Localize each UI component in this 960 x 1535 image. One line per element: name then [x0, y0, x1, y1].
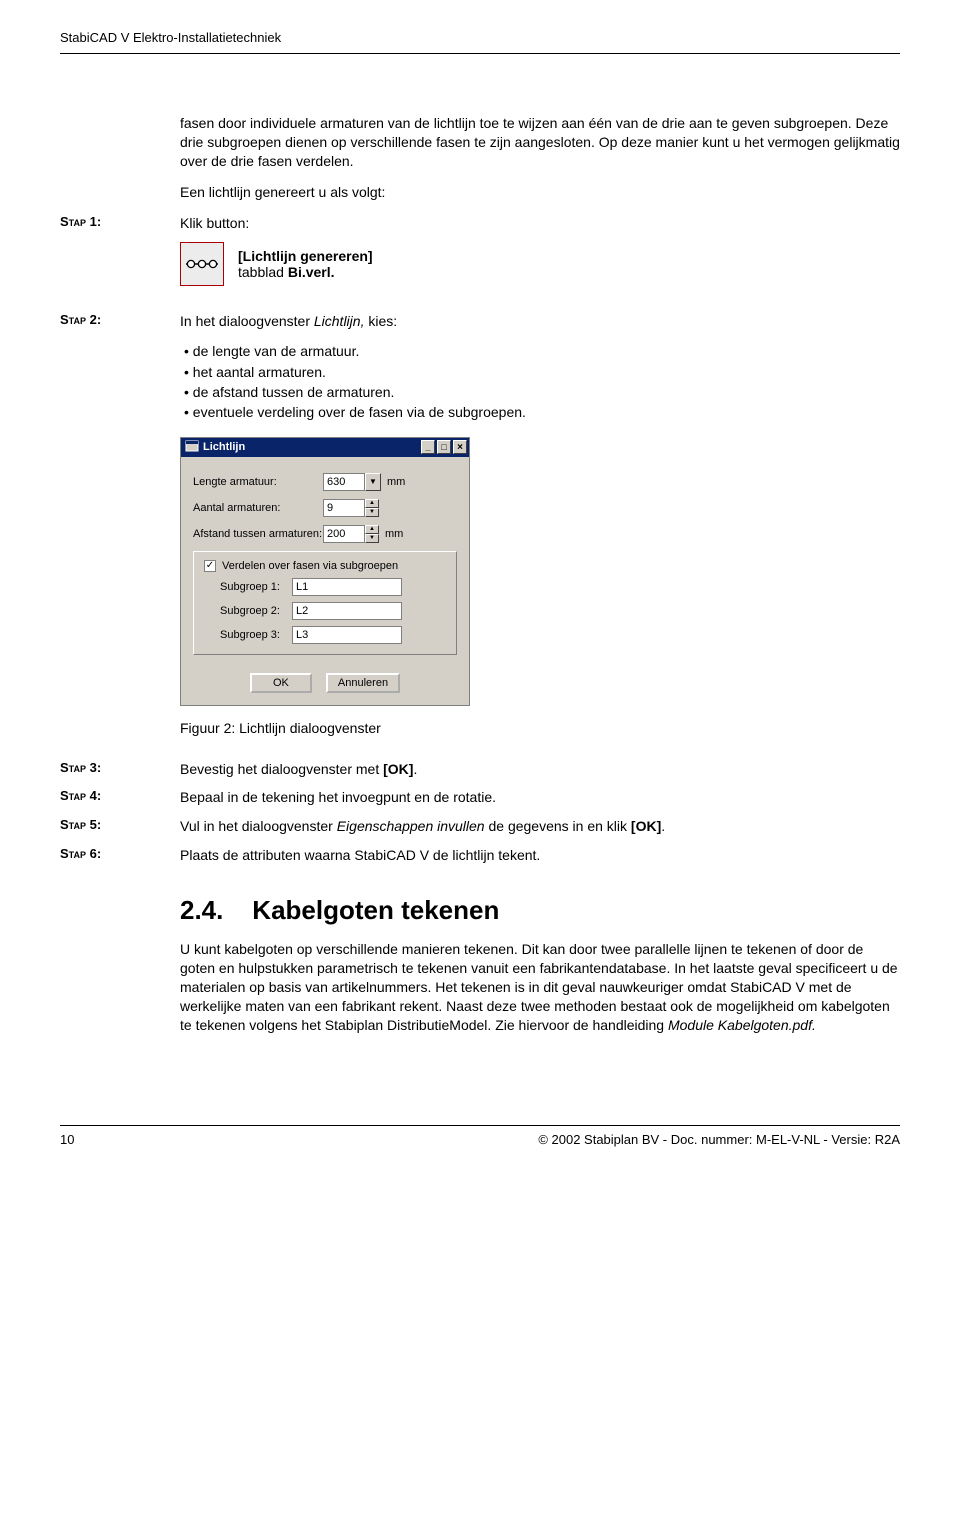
- footer-page-number: 10: [60, 1132, 74, 1147]
- step-5-label: Stap 5:: [60, 817, 180, 832]
- icon-caption-line1: [Lichtlijn genereren]: [238, 248, 373, 264]
- bullet-0: de lengte van de armatuur.: [184, 341, 900, 361]
- aantal-input[interactable]: [323, 499, 365, 517]
- step-6-text: Plaats de attributen waarna StabiCAD V d…: [180, 846, 900, 865]
- intro-paragraph-2: Een lichtlijn genereert u als volgt:: [180, 183, 900, 202]
- icon-caption-line2-prefix: tabblad: [238, 264, 288, 280]
- header-rule: [60, 53, 900, 54]
- sub3-label: Subgroep 3:: [220, 629, 292, 641]
- ok-button[interactable]: OK: [250, 673, 312, 693]
- minimize-button[interactable]: _: [421, 440, 435, 454]
- step-2-text: In het dialoogvenster Lichtlijn, kies:: [180, 312, 900, 331]
- lengte-dropdown-button[interactable]: ▼: [365, 473, 381, 491]
- section-title: Kabelgoten tekenen: [252, 895, 499, 925]
- lichtlijn-genereren-button[interactable]: [180, 242, 224, 286]
- footer-doc-info: © 2002 Stabiplan BV - Doc. nummer: M-EL-…: [538, 1132, 900, 1147]
- intro-paragraph: fasen door individuele armaturen van de …: [180, 114, 900, 171]
- dialog-title-icon: [185, 440, 199, 455]
- step-5-text: Vul in het dialoogvenster Eigenschappen …: [180, 817, 900, 836]
- step-5: Stap 5: Vul in het dialoogvenster Eigens…: [60, 817, 900, 836]
- step-2: Stap 2: In het dialoogvenster Lichtlijn,…: [60, 312, 900, 331]
- step-3: Stap 3: Bevestig het dialoogvenster met …: [60, 760, 900, 779]
- sub1-input[interactable]: [292, 578, 402, 596]
- figure-caption: Figuur 2: Lichtlijn dialoogvenster: [180, 720, 900, 736]
- aantal-label: Aantal armaturen:: [193, 502, 323, 514]
- sub3-input[interactable]: [292, 626, 402, 644]
- sub2-input[interactable]: [292, 602, 402, 620]
- bullet-3: eventuele verdeling over de fasen via de…: [184, 402, 900, 422]
- page-header: StabiCAD V Elektro-Installatietechniek: [60, 30, 900, 45]
- step-1: Stap 1: Klik button:: [60, 214, 900, 233]
- sub1-label: Subgroep 1:: [220, 581, 292, 593]
- step-1-text: Klik button:: [180, 214, 900, 233]
- bullet-2: de afstand tussen de armaturen.: [184, 382, 900, 402]
- step-2-bullets: de lengte van de armatuur. het aantal ar…: [180, 341, 900, 422]
- lichtlijn-icon: [184, 256, 220, 272]
- lengte-input[interactable]: [323, 473, 365, 491]
- verdelen-label: Verdelen over fasen via subgroepen: [222, 560, 398, 572]
- step-4-label: Stap 4:: [60, 788, 180, 803]
- afstand-input[interactable]: [323, 525, 365, 543]
- dialog-title: Lichtlijn: [203, 441, 245, 453]
- lengte-unit: mm: [387, 476, 405, 488]
- step-3-text: Bevestig het dialoogvenster met [OK].: [180, 760, 900, 779]
- step-6: Stap 6: Plaats de attributen waarna Stab…: [60, 846, 900, 865]
- lengte-label: Lengte armatuur:: [193, 476, 323, 488]
- section-heading: 2.4. Kabelgoten tekenen: [180, 895, 900, 926]
- cancel-button[interactable]: Annuleren: [326, 673, 400, 693]
- section-body: U kunt kabelgoten op verschillende manie…: [180, 940, 900, 1034]
- aantal-spinner[interactable]: ▲▼: [365, 499, 379, 517]
- verdelen-checkbox[interactable]: ✓: [204, 560, 216, 572]
- icon-caption-line2-bold: Bi.verl.: [288, 264, 335, 280]
- dialog-titlebar: Lichtlijn _ □ ×: [181, 438, 469, 457]
- afstand-unit: mm: [385, 528, 403, 540]
- step-3-label: Stap 3:: [60, 760, 180, 775]
- page-footer: 10 © 2002 Stabiplan BV - Doc. nummer: M-…: [60, 1125, 900, 1147]
- afstand-label: Afstand tussen armaturen:: [193, 528, 323, 540]
- step-6-label: Stap 6:: [60, 846, 180, 861]
- sub2-label: Subgroep 2:: [220, 605, 292, 617]
- step-1-label: Stap 1:: [60, 214, 180, 229]
- maximize-button[interactable]: □: [437, 440, 451, 454]
- section-number: 2.4.: [180, 895, 223, 925]
- subgroepen-groupbox: ✓ Verdelen over fasen via subgroepen Sub…: [193, 551, 457, 655]
- bullet-1: het aantal armaturen.: [184, 362, 900, 382]
- close-button[interactable]: ×: [453, 440, 467, 454]
- afstand-spinner[interactable]: ▲▼: [365, 525, 379, 543]
- step-4-text: Bepaal in de tekening het invoegpunt en …: [180, 788, 900, 807]
- lichtlijn-dialog: Lichtlijn _ □ × Lengte armatuur: ▼ mm: [180, 437, 470, 706]
- step-2-label: Stap 2:: [60, 312, 180, 327]
- step-4: Stap 4: Bepaal in de tekening het invoeg…: [60, 788, 900, 807]
